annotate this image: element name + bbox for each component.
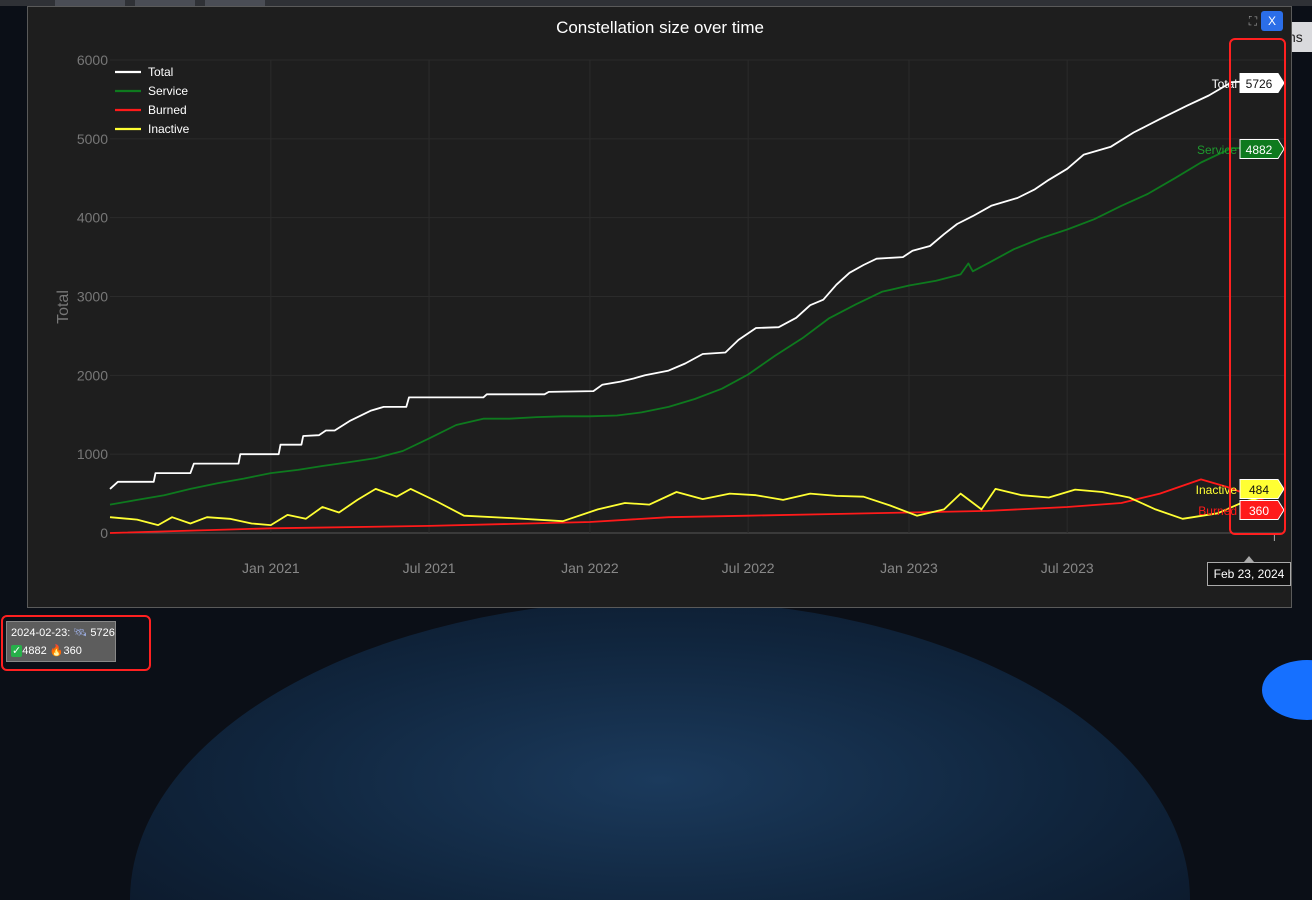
check-icon: ✓ [11,645,23,657]
series-layer [109,80,1275,534]
globe-edge [1262,660,1312,720]
hover-value-inactive: 484 [1249,483,1269,497]
hover-value-burned: 360 [1249,504,1269,518]
y-tick-label: 3000 [77,289,108,305]
fire-icon: 🔥 [49,645,64,657]
browser-top-bar [0,0,1312,6]
axes-layer: 0 1000 2000 3000 4000 5000 6000 Jan 2021 Jul 202… [77,52,1094,576]
chart-modal: Constellation size over time Total 0 1000… [27,6,1292,608]
y-tick-label: 5000 [77,131,108,147]
legend-label-total: Total [148,65,173,79]
hover-pointer [1244,556,1254,562]
nav-tab-stub[interactable] [55,0,125,6]
hover-value-service: 4882 [1246,143,1273,157]
grid-layer [110,59,1284,534]
hover-value-box-inactive [1239,479,1285,499]
x-tick-label: Jan 2021 [242,560,300,576]
y-tick-label: 2000 [77,367,108,383]
x-tick-label: Jul 2022 [722,560,775,576]
series-line-inactive [109,488,1275,526]
summary-panel: 2024-02-23: 🛰 5726 ✓4882 🔥360 [6,621,116,662]
close-button[interactable]: X [1261,11,1283,31]
legend-label-inactive: Inactive [148,122,190,136]
hover-series-name-burned: Burned [1198,504,1237,518]
legend-label-burned: Burned [148,103,187,117]
x-tick-label: Jul 2021 [403,560,456,576]
summary-service: 4882 [22,645,47,657]
hover-date-label: Feb 23, 2024 [1207,562,1291,586]
chart-canvas[interactable]: Constellation size over time Total 0 1000… [28,7,1291,607]
x-tick-label: Jan 2022 [561,560,619,576]
y-tick-label: 0 [100,525,108,541]
satellite-icon: 🛰 [73,627,88,639]
summary-burned: 360 [63,645,82,657]
nav-tab-stub[interactable] [205,0,265,6]
hover-value-box-service [1239,139,1285,159]
summary-total: 5726 [90,627,115,639]
y-tick-label: 6000 [77,52,108,68]
x-tick-label: Jul 2023 [1041,560,1094,576]
summary-date: 2024-02-23: [11,627,71,639]
series-line-total [109,80,1275,490]
expand-icon[interactable]: ⛶ [1248,14,1258,28]
highlight-box-values [1229,38,1286,535]
y-tick-label: 1000 [77,446,108,462]
hover-value-total: 5726 [1246,77,1273,91]
highlight-box-summary [1,615,151,671]
legend: Total Service Burned Inactive [115,65,190,136]
hover-value-box-total [1239,73,1285,93]
y-axis-label: Total [55,290,72,324]
hover-series-name-service: Service [1197,143,1237,157]
series-line-burned [109,478,1275,534]
hover-series-name-inactive: Inactive [1196,483,1238,497]
legend-label-service: Service [148,84,188,98]
globe-background [130,600,1190,900]
hover-value-box-burned [1239,500,1285,520]
series-line-service [109,147,1275,506]
nav-tab-stub[interactable] [135,0,195,6]
x-tick-label: Jan 2023 [880,560,938,576]
y-tick-label: 4000 [77,210,108,226]
chart-title: Constellation size over time [556,18,764,37]
